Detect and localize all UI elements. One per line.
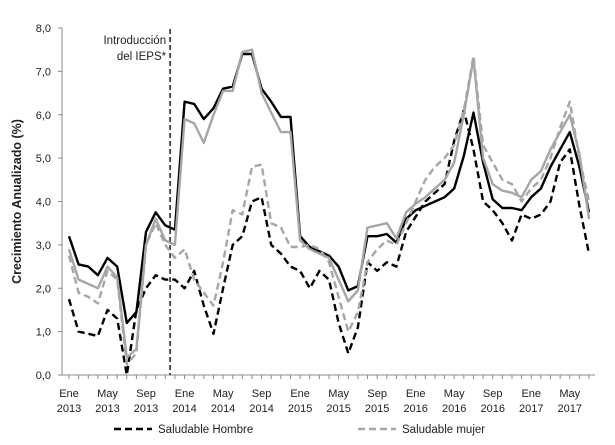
series-line-1-solid [67, 52, 591, 325]
x-tick-label-month: Ene [290, 388, 310, 400]
y-tick-label: 4,0 [36, 197, 51, 209]
series-line-3-solid [67, 48, 591, 359]
y-tick-label: 8,0 [36, 23, 51, 35]
x-tick-label-month: Ene [521, 388, 541, 400]
y-tick-label: 0,0 [36, 370, 51, 382]
x-tick-label-month: Ene [406, 388, 426, 400]
x-tick-label-month: May [97, 388, 118, 400]
x-tick-label-year: 2016 [403, 403, 427, 415]
x-tick-label-year: 2016 [442, 403, 466, 415]
legend-label: Saludable mujer [402, 424, 485, 436]
y-tick-label: 3,0 [36, 240, 51, 252]
annotation-text: Introducción [103, 35, 166, 47]
x-tick-label-month: May [328, 388, 349, 400]
legend-label: Saludable Hombre [158, 424, 253, 436]
x-tick-label-year: 2013 [134, 403, 158, 415]
x-tick-label-year: 2013 [57, 403, 81, 415]
x-tick-label-year: 2014 [172, 403, 196, 415]
x-tick-label-year: 2017 [519, 403, 543, 415]
chart-axes: 0,0 1,0 2,0 3,0 4,0 5,0 6,0 7,0 8,0 Ene 2013 May 201… [10, 23, 596, 415]
legend: Saludable Hombre Saludable mujer [114, 424, 485, 436]
x-tick-label-month: Ene [175, 388, 195, 400]
series-line-saludable-hombre [67, 109, 591, 377]
y-tick-label: 7,0 [36, 66, 51, 78]
x-tick-label-month: Sep [252, 388, 272, 400]
x-tick-label-month: May [559, 388, 580, 400]
x-tick-label-year: 2014 [211, 403, 235, 415]
annotation-layer: Introducción del IEPS* [103, 29, 172, 375]
series-layer [67, 48, 591, 377]
series-line-saludable-mujer [67, 55, 591, 366]
x-tick-label-month: Sep [483, 388, 503, 400]
x-tick-label-year: 2015 [326, 403, 350, 415]
x-tick-label-year: 2015 [288, 403, 312, 415]
annotation-text: del IEPS* [117, 51, 167, 63]
x-tick-label-year: 2016 [480, 403, 504, 415]
x-tick-label-month: May [213, 388, 234, 400]
x-tick-label-year: 2015 [365, 403, 389, 415]
y-tick-label: 6,0 [36, 110, 51, 122]
x-tick-label-month: May [444, 388, 465, 400]
y-tick-label: 1,0 [36, 327, 51, 339]
x-tick-label-month: Sep [367, 388, 387, 400]
y-tick-label: 5,0 [36, 153, 51, 165]
x-tick-label-year: 2013 [95, 403, 119, 415]
x-tick-label-year: 2017 [558, 403, 582, 415]
y-axis-title: Crecimiento Anualizado (%) [10, 119, 24, 284]
x-tick-label-year: 2014 [249, 403, 273, 415]
y-tick-label: 2,0 [36, 283, 51, 295]
x-tick-label-month: Sep [136, 388, 156, 400]
x-tick-label-month: Ene [59, 388, 79, 400]
